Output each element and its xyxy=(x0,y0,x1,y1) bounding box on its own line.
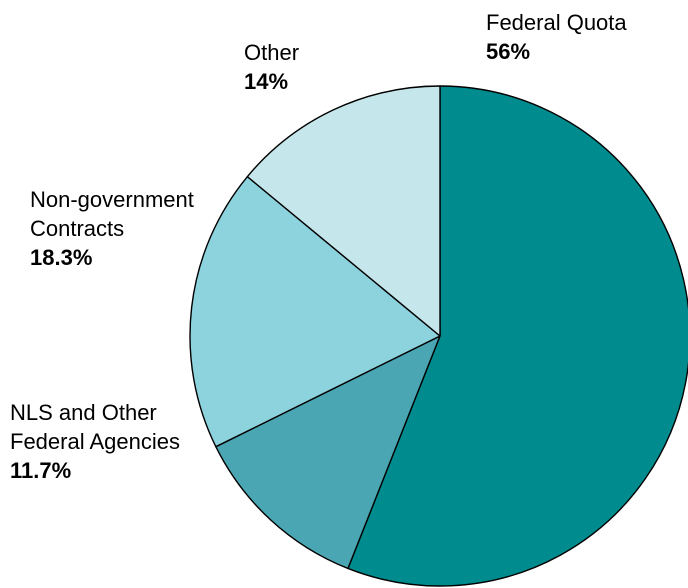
pie-slices xyxy=(189,85,688,587)
slice-percent-non-government-contracts: 18.3% xyxy=(30,245,92,270)
pie-slice-federal-quota xyxy=(347,85,688,587)
slice-name-nls-and-other-federal-agencies-line-1: NLS and Other xyxy=(10,400,157,425)
slice-percent-federal-quota: 56% xyxy=(486,39,530,64)
slice-label-nls-and-other-federal-agencies: NLS and Other Federal Agencies 11.7% xyxy=(10,400,180,483)
slice-label-non-government-contracts: Non-government Contracts 18.3% xyxy=(30,187,194,270)
pie-slice-nls-and-other-federal-agencies xyxy=(215,335,441,570)
slice-labels: Federal Quota 56% NLS and Other Federal Age… xyxy=(10,10,627,483)
pie-slice-other xyxy=(246,85,441,337)
slice-label-federal-quota: Federal Quota 56% xyxy=(486,10,627,64)
slice-label-other: Other 14% xyxy=(244,40,299,94)
slice-name-federal-quota-line-1: Federal Quota xyxy=(486,10,627,35)
slice-name-other-line-1: Other xyxy=(244,40,299,65)
pie-slice-non-government-contracts xyxy=(189,175,441,448)
slice-name-non-government-contracts-line-2: Contracts xyxy=(30,216,124,241)
slice-name-non-government-contracts-line-1: Non-government xyxy=(30,187,194,212)
slice-percent-nls-and-other-federal-agencies: 11.7% xyxy=(10,458,71,483)
slice-name-nls-and-other-federal-agencies-line-2: Federal Agencies xyxy=(10,429,180,454)
slice-percent-other: 14% xyxy=(244,69,288,94)
